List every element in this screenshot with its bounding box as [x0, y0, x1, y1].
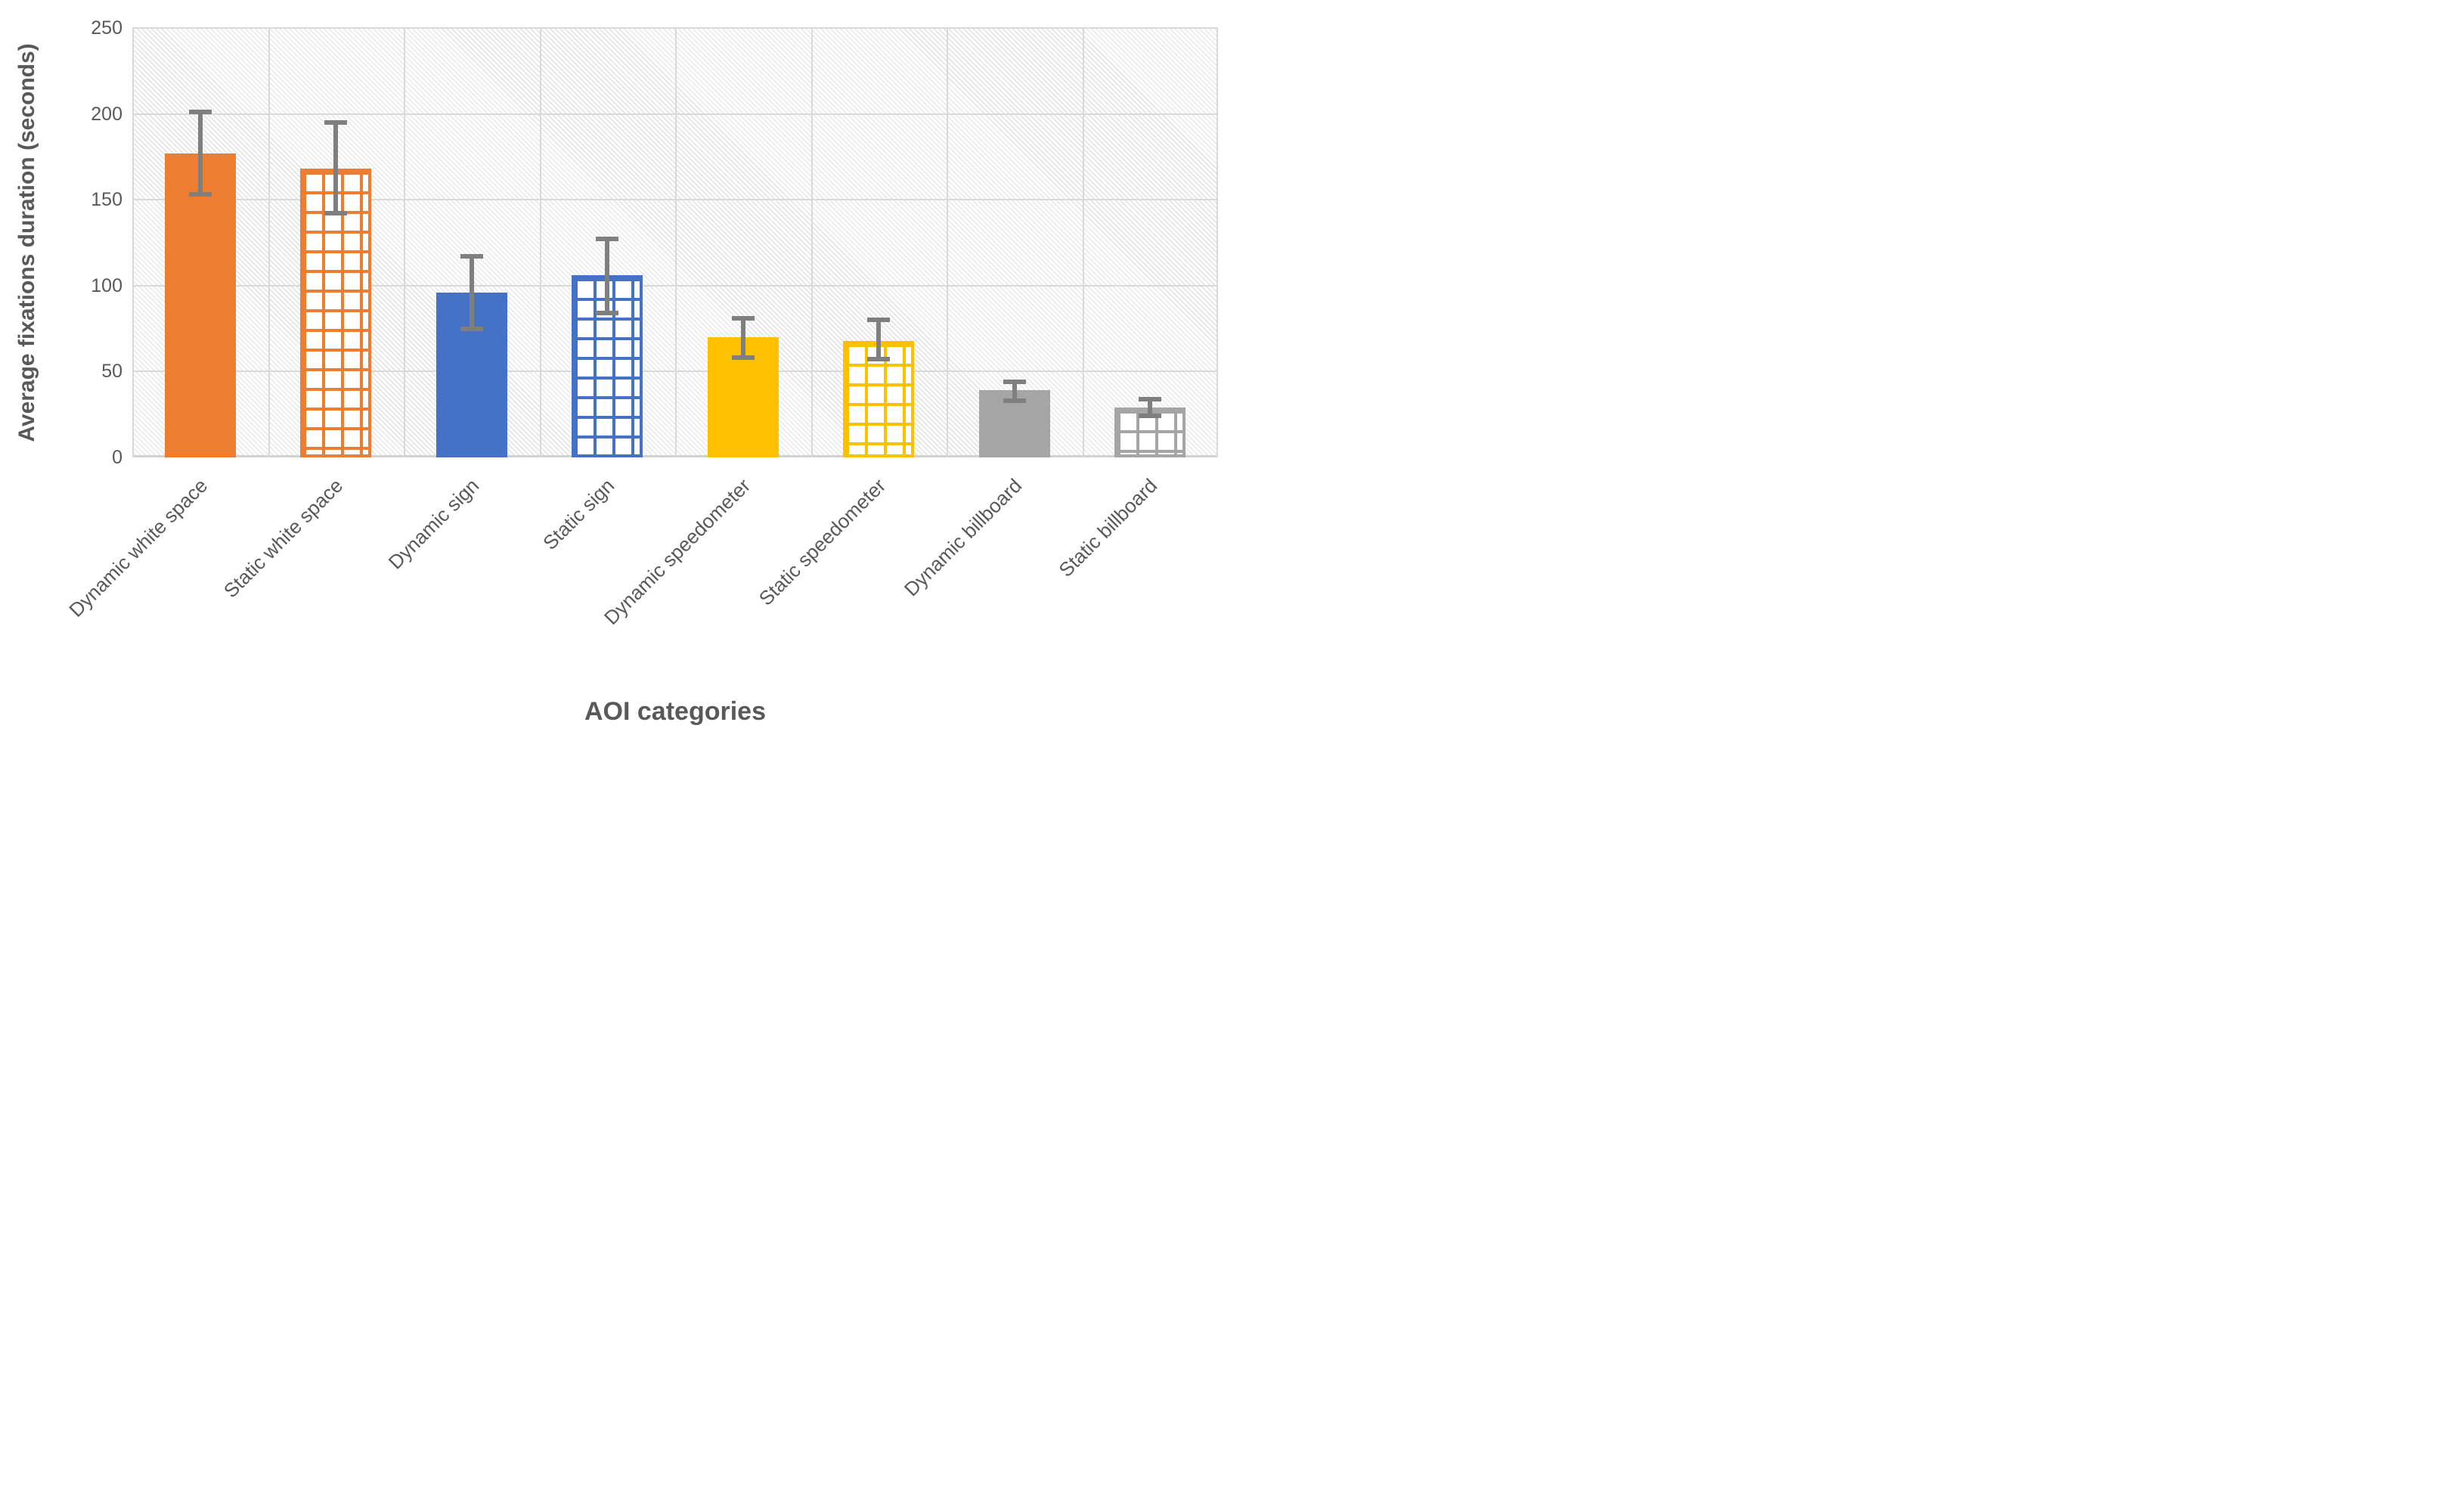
- error-bar-cap-bottom: [596, 311, 619, 316]
- x-category-label-static-speedometer: Static speedometer: [754, 474, 891, 610]
- error-bar-stem: [469, 256, 474, 329]
- gridline-v: [404, 28, 405, 457]
- error-bar-cap-bottom: [867, 357, 891, 362]
- plot-area: [132, 27, 1218, 457]
- x-category-label-static-white-space: Static white space: [219, 474, 348, 603]
- error-bar-cap-bottom: [731, 355, 755, 361]
- error-bar-cap-top: [188, 110, 212, 115]
- error-bar-stem: [605, 239, 610, 314]
- y-tick-label-200: 200: [91, 103, 122, 125]
- bar-dynamic-white-space: [164, 153, 236, 457]
- y-tick-label-0: 0: [112, 447, 122, 468]
- error-bar-stem: [333, 122, 339, 214]
- error-bar-stem: [1012, 382, 1017, 401]
- gridline-v: [1217, 28, 1218, 457]
- y-tick-label-100: 100: [91, 274, 122, 296]
- gridline-v: [268, 28, 270, 457]
- y-axis-title: Average fixations duration (seconds): [14, 43, 39, 442]
- error-bar-cap-top: [460, 254, 483, 259]
- y-tick-label-250: 250: [91, 17, 122, 39]
- gridline-v: [947, 28, 948, 457]
- y-tick-label-150: 150: [91, 189, 122, 211]
- error-bar-cap-top: [1139, 396, 1162, 401]
- x-category-label-dynamic-white-space: Dynamic white space: [64, 474, 212, 621]
- x-category-label-static-billboard: Static billboard: [1054, 474, 1162, 581]
- error-bar-cap-bottom: [324, 211, 348, 216]
- x-category-label-static-sign: Static sign: [538, 474, 619, 555]
- error-bar-stem: [197, 112, 203, 195]
- gridline-v: [132, 28, 134, 457]
- error-bar-cap-bottom: [460, 326, 483, 331]
- error-bar-cap-top: [1003, 380, 1026, 385]
- error-bar-stem: [876, 320, 882, 360]
- x-axis-title: AOI categories: [584, 697, 766, 726]
- error-bar-cap-bottom: [1139, 414, 1162, 419]
- error-bar-cap-top: [731, 315, 755, 321]
- gridline-v: [1082, 28, 1084, 457]
- y-tick-label-50: 50: [101, 361, 122, 383]
- gridline-v: [810, 28, 813, 457]
- error-bar-stem: [740, 318, 745, 358]
- error-bar-cap-top: [596, 237, 619, 242]
- gridline-v: [675, 28, 677, 457]
- gridline-v: [539, 28, 541, 457]
- error-bar-cap-top: [324, 119, 348, 125]
- bar-chart: Average fixations duration (seconds) AOI…: [0, 0, 1232, 748]
- bar-static-white-space: [300, 169, 372, 457]
- error-bar-cap-bottom: [188, 192, 212, 197]
- error-bar-stem: [1148, 398, 1153, 417]
- error-bar-cap-bottom: [1003, 398, 1026, 404]
- error-bar-cap-top: [867, 318, 891, 323]
